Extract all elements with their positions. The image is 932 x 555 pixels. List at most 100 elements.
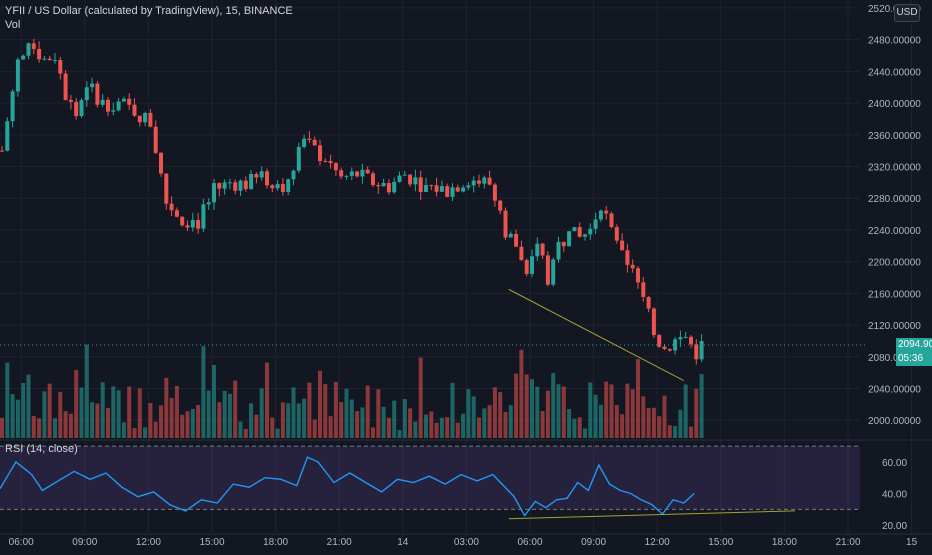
candle-body: [620, 240, 625, 251]
volume-bar: [636, 359, 640, 438]
candle-body: [37, 48, 42, 60]
candle-body: [482, 177, 487, 184]
candle-body: [551, 259, 556, 285]
volume-bar: [265, 362, 269, 438]
volume-bar: [683, 384, 688, 438]
volume-bar: [249, 403, 254, 438]
candle-body: [434, 185, 439, 192]
volume-bar: [37, 418, 42, 438]
candle-body: [657, 335, 662, 347]
candle-body: [302, 138, 307, 147]
candle-body: [439, 186, 444, 192]
volume-bar: [79, 387, 84, 438]
candle-body: [678, 337, 683, 340]
price-trendline-segment[interactable]: [508, 288, 684, 381]
volume-bar: [646, 407, 651, 438]
candle-body: [90, 83, 95, 88]
time-tick-label: 14: [397, 537, 409, 548]
candle-body: [254, 174, 259, 178]
volume-bar: [270, 417, 275, 438]
candle-body: [265, 171, 269, 186]
candle-body: [604, 210, 609, 214]
grid: [0, 0, 913, 533]
candle-body: [609, 213, 614, 228]
time-tick-label: 06:00: [517, 537, 542, 548]
volume-bar: [206, 390, 211, 438]
candle-body: [21, 55, 26, 60]
candle-body: [227, 182, 232, 184]
candle-body: [95, 83, 100, 105]
volume-bar: [561, 386, 566, 438]
candle-body: [275, 184, 280, 189]
candle-body: [159, 152, 163, 174]
volume-bar: [328, 416, 333, 438]
candle-body: [514, 233, 519, 247]
candle-body: [392, 181, 397, 193]
candle-body: [201, 204, 206, 229]
volume-bar: [143, 427, 148, 438]
volume-bar: [673, 426, 678, 438]
volume-bar: [630, 389, 635, 438]
volume-bar: [5, 362, 10, 438]
candle-body: [508, 233, 513, 238]
volume-bar: [360, 407, 365, 438]
chart-title[interactable]: YFII / US Dollar (calculated by TradingV…: [5, 5, 293, 17]
time-tick-label: 12:00: [136, 537, 161, 548]
candle-body: [349, 171, 354, 176]
volume-bar: [392, 400, 397, 438]
volume-bar: [148, 403, 153, 438]
candle-body: [222, 182, 227, 189]
volume-legend[interactable]: Vol: [5, 19, 21, 31]
volume-bar: [620, 414, 625, 438]
candle-body: [307, 138, 312, 140]
volume-bar: [413, 421, 418, 438]
currency-button[interactable]: USD: [894, 4, 920, 22]
candle-body: [243, 180, 248, 190]
rsi-legend[interactable]: RSI (14, close): [5, 443, 78, 455]
candle-body: [238, 180, 243, 191]
candle-body: [572, 227, 577, 232]
time-tick-label: 15: [906, 537, 918, 548]
candle-body: [535, 243, 540, 257]
candle-body: [445, 186, 450, 197]
price-tick-label: 2240.00000: [868, 226, 921, 237]
volume-bar: [355, 411, 360, 438]
volume-bar: [535, 386, 540, 438]
volume-bar: [556, 384, 561, 438]
candle-body: [397, 175, 402, 182]
candle-body: [328, 161, 333, 164]
volume-bar: [662, 395, 667, 438]
candle-body: [42, 58, 47, 60]
candle-body: [318, 145, 322, 161]
volume-bar: [667, 425, 672, 438]
candle-body: [561, 241, 566, 247]
volume-bar: [545, 390, 550, 438]
volume-bar: [106, 407, 110, 438]
rsi-line: [0, 456, 695, 517]
rsi-trendline[interactable]: [508, 510, 796, 520]
volume-bar: [217, 402, 222, 438]
candle-body: [646, 296, 651, 309]
price-tick-label: 2280.00000: [868, 194, 921, 205]
price-trendline[interactable]: [508, 288, 684, 381]
volume-bar: [450, 382, 455, 438]
candle-body: [519, 246, 524, 261]
candle-body: [47, 58, 52, 61]
candle-body: [418, 177, 423, 193]
volume-bar: [318, 370, 322, 438]
axes: 2520.000002480.000002440.000002400.00000…: [0, 4, 932, 548]
volume-bar: [439, 417, 444, 438]
candle-body: [74, 101, 79, 117]
candle-body: [63, 73, 68, 100]
candle-body: [280, 184, 285, 192]
candle-body: [212, 183, 216, 203]
candle-body: [545, 255, 550, 285]
volume-bar: [159, 405, 163, 438]
candle-body: [0, 150, 4, 152]
volume-bar: [344, 388, 349, 438]
time-tick-label: 21:00: [835, 537, 860, 548]
candle-body: [651, 308, 656, 336]
candle-body: [673, 339, 678, 351]
